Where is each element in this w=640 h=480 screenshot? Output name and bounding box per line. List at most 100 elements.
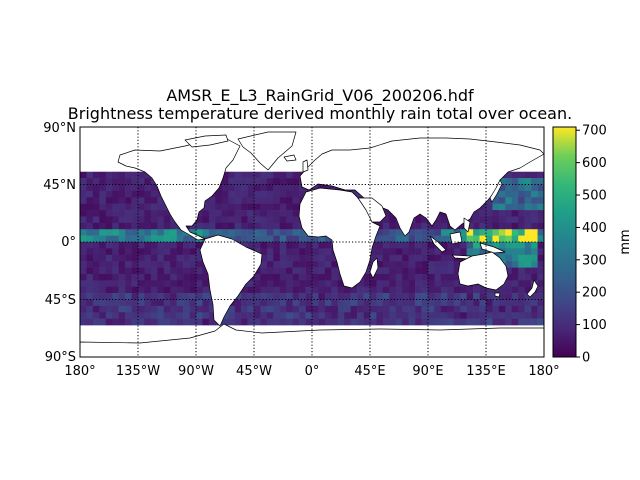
rain-cell	[221, 203, 229, 211]
rain-cell	[241, 229, 248, 236]
rain-cell	[331, 286, 339, 294]
rain-cell	[421, 242, 429, 249]
rain-cell	[176, 305, 184, 313]
rain-cell	[86, 210, 94, 217]
lon-label-90e: 90°E	[412, 364, 443, 379]
rain-cell	[138, 248, 145, 256]
rain-cell	[176, 312, 184, 319]
rain-cell	[460, 235, 467, 243]
rain-cell	[415, 318, 422, 326]
rain-cell	[408, 280, 416, 288]
rain-cell	[86, 280, 94, 288]
rain-cell	[144, 229, 152, 236]
rain-cell	[434, 229, 442, 236]
rain-cell	[305, 286, 313, 294]
rain-cell	[80, 293, 87, 300]
rain-cell	[505, 248, 513, 256]
rain-cell	[80, 222, 87, 230]
rain-cell	[370, 254, 377, 262]
rain-cell	[99, 261, 107, 268]
lat-label-0: 0°	[61, 235, 76, 250]
rain-cell	[460, 248, 467, 256]
rain-cell	[318, 273, 326, 281]
rain-cell	[131, 216, 139, 224]
rain-cell	[80, 248, 87, 256]
rain-cell	[402, 254, 409, 262]
rain-cell	[415, 267, 422, 275]
rain-cell	[511, 286, 519, 294]
rain-cell	[138, 261, 145, 268]
rain-cell	[144, 242, 152, 249]
rain-cell	[382, 222, 390, 230]
rain-cell	[447, 318, 455, 326]
rain-cell	[254, 299, 261, 307]
rain-cell	[144, 184, 152, 192]
rain-cell	[80, 267, 87, 275]
rain-cell	[350, 293, 358, 300]
rain-cell	[370, 248, 377, 256]
rain-cell	[511, 203, 519, 211]
rain-cell	[144, 178, 152, 185]
rain-cell	[241, 171, 248, 179]
rain-cell	[279, 229, 287, 236]
rain-cell	[421, 299, 429, 307]
rain-cell	[486, 210, 493, 217]
colorbar-tick-label: 500	[582, 189, 607, 204]
rain-cell	[131, 299, 139, 307]
rain-cell	[479, 248, 487, 256]
lat-label-90n: 90°N	[43, 121, 76, 136]
rain-cell	[376, 229, 384, 236]
rain-cell	[440, 229, 448, 236]
rain-cell	[312, 305, 319, 313]
rain-cell	[105, 318, 113, 326]
rain-cell	[228, 184, 235, 192]
rain-cell	[170, 318, 177, 326]
rain-cell	[537, 312, 544, 319]
rain-cell	[292, 312, 300, 319]
rain-cell	[234, 216, 242, 224]
rain-cell	[138, 203, 145, 211]
rain-cell	[492, 305, 500, 313]
rain-cell	[234, 305, 242, 313]
rain-cell	[382, 280, 390, 288]
rain-cell	[196, 222, 203, 230]
rain-cell	[453, 318, 461, 326]
rain-cell	[112, 254, 119, 262]
rain-cell	[105, 242, 113, 249]
rain-cell	[531, 312, 538, 319]
rain-cell	[440, 305, 448, 313]
rain-cell	[254, 203, 261, 211]
rain-cell	[163, 254, 171, 262]
rain-cell	[125, 203, 132, 211]
rain-cell	[221, 229, 229, 236]
rain-cell	[292, 286, 300, 294]
map-title-line-2: Brightness temperature derived monthly r…	[67, 104, 573, 123]
rain-cell	[524, 312, 532, 319]
rain-cell	[428, 293, 435, 300]
rain-cell	[505, 261, 513, 268]
rain-cell	[228, 203, 235, 211]
rain-cell	[511, 280, 519, 288]
rain-cell	[254, 280, 261, 288]
colorbar-label: mm	[618, 229, 633, 254]
rain-cell	[144, 312, 152, 319]
rain-cell	[92, 242, 100, 249]
rain-cell	[511, 210, 519, 217]
rain-cell	[408, 242, 416, 249]
lat-label-90s: 90°S	[45, 350, 76, 365]
rain-cell	[486, 305, 493, 313]
rain-cell	[125, 267, 132, 275]
rain-cell	[299, 261, 306, 268]
rain-cell	[241, 210, 248, 217]
rain-cell	[138, 229, 145, 236]
rain-cell	[492, 299, 500, 307]
rain-cell	[286, 178, 293, 185]
rain-cell	[518, 318, 525, 326]
rain-cell	[492, 210, 500, 217]
rain-cell	[138, 286, 145, 294]
rain-cell	[447, 229, 455, 236]
rain-cell	[415, 242, 422, 249]
rain-cell	[479, 312, 487, 319]
rain-cell	[202, 210, 210, 217]
rain-cell	[215, 229, 223, 236]
